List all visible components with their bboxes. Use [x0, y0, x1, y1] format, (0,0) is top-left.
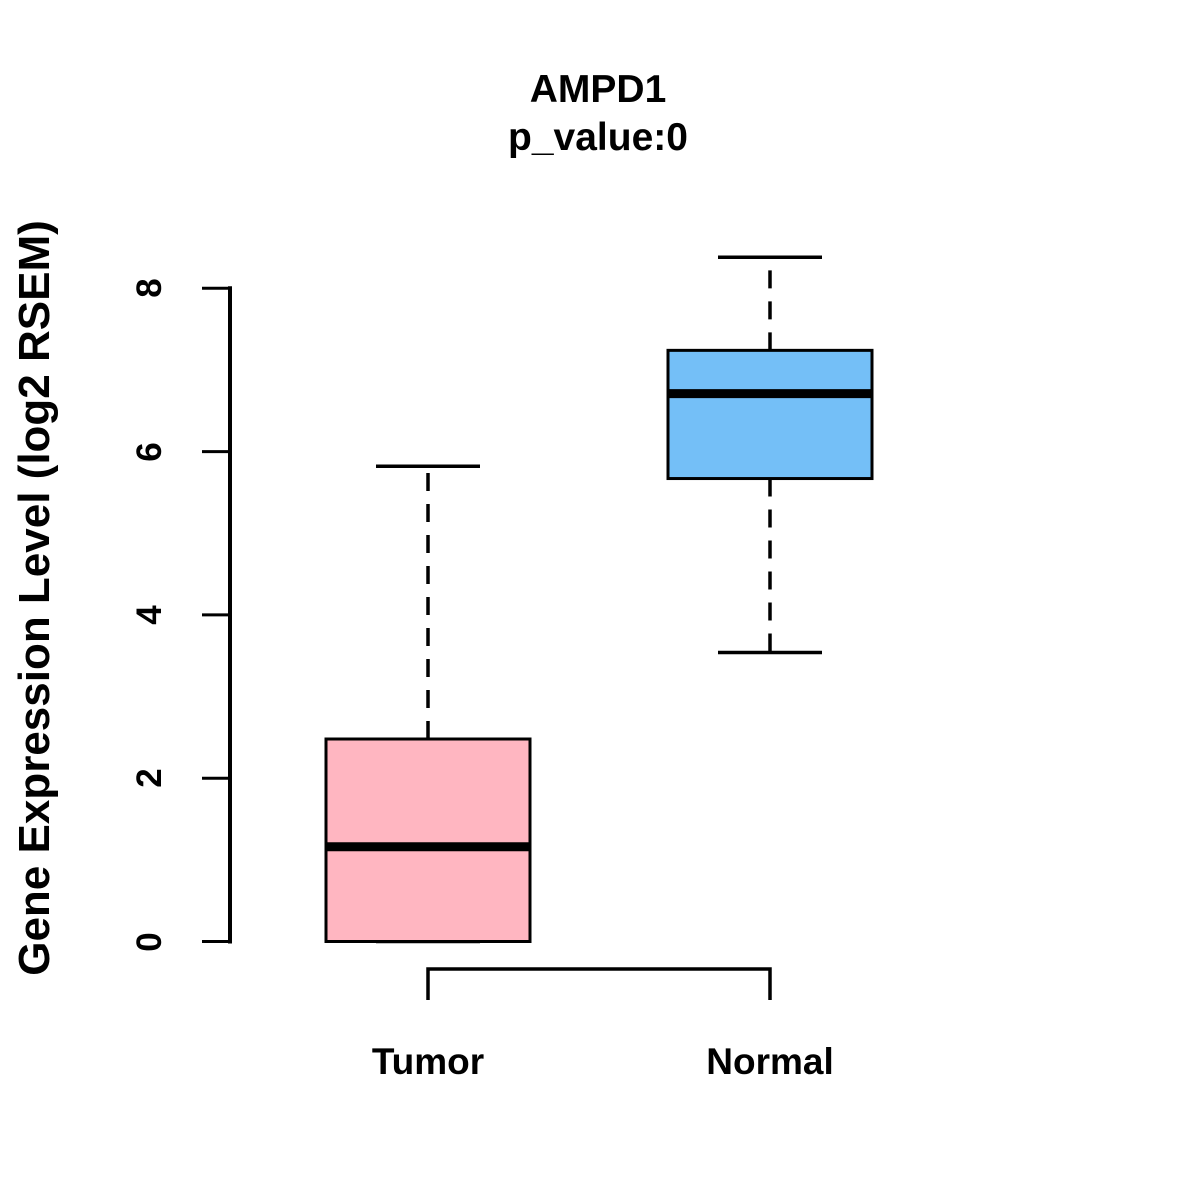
y-tick-label: 2	[130, 768, 169, 788]
y-axis-title: Gene Expression Level (log2 RSEM)	[10, 220, 59, 976]
category-label-normal: Normal	[706, 1041, 834, 1082]
chart-title-block: AMPD1 p_value:0	[230, 66, 966, 162]
chart-title: AMPD1	[529, 68, 667, 111]
y-tick-label: 4	[130, 605, 169, 625]
category-label-tumor: Tumor	[371, 1041, 485, 1082]
box-normal	[666, 348, 874, 481]
y-tick-label: 0	[130, 931, 169, 952]
chart-subtitle: p_value:0	[508, 116, 688, 159]
y-tick-label: 6	[130, 441, 169, 462]
box-tumor	[324, 737, 532, 943]
y-tick-label: 8	[130, 278, 169, 299]
comparison-bracket	[426, 967, 772, 1000]
